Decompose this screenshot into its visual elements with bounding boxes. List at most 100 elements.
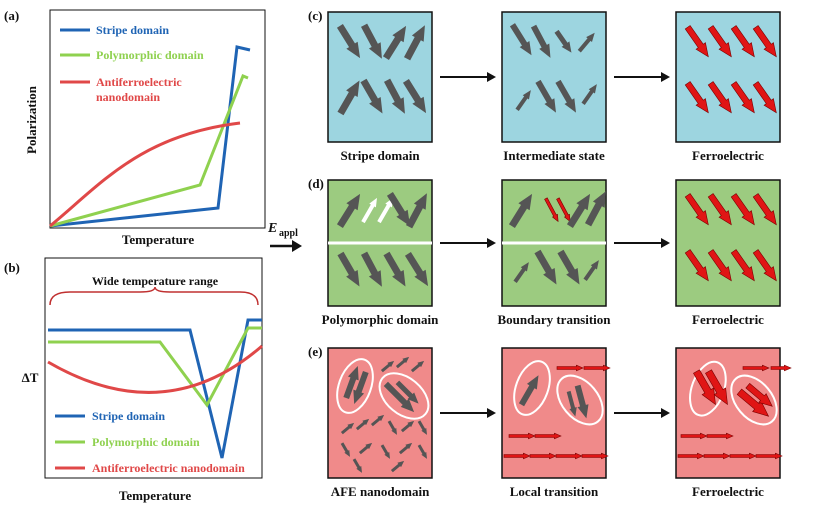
state-label: Local transition: [510, 484, 599, 499]
domain-arrow: [752, 25, 777, 58]
arrow-group: [336, 356, 430, 473]
domain-arrow: [730, 81, 755, 114]
domain-arrow: [684, 81, 709, 114]
legend-entry: Stripe domain: [92, 409, 165, 423]
domain-arrow: [503, 452, 531, 460]
field-subscript: appl: [279, 228, 298, 239]
domain-arrow: [513, 262, 529, 283]
cluster-ring: [730, 374, 778, 426]
domain-arrow: [395, 356, 410, 369]
domain-arrow: [395, 380, 419, 404]
domain-arrow: [684, 25, 709, 58]
transition-arrow-head: [661, 408, 670, 418]
arrow-group: [677, 360, 792, 460]
domain-arrow: [584, 191, 606, 227]
arrow-group: [503, 360, 611, 460]
arrow-group: [502, 191, 606, 285]
domain-arrow: [556, 197, 571, 223]
domain-arrow: [677, 452, 705, 460]
domain-arrow: [730, 249, 755, 282]
curve: [47, 344, 263, 394]
domain-arrow: [684, 249, 709, 282]
brace: [49, 286, 259, 306]
domain-arrow: [707, 25, 732, 58]
panel-label: (d): [308, 176, 324, 191]
domain-arrow: [535, 79, 556, 113]
domain-arrow: [404, 252, 429, 287]
domain-arrow: [693, 369, 716, 406]
domain-arrow: [736, 388, 770, 417]
field-arrow-head: [292, 240, 302, 252]
domain-arrow: [360, 23, 382, 59]
domain-arrow: [417, 420, 427, 435]
domain-arrow: [386, 192, 411, 227]
cluster-ring: [378, 372, 430, 420]
state-label: Ferroelectric: [692, 484, 764, 499]
curve: [49, 45, 251, 228]
domain-arrow: [534, 249, 557, 285]
domain-arrow: [706, 432, 734, 440]
domain-arrow: [581, 452, 609, 460]
domain-arrow: [398, 442, 413, 455]
domain-arrow: [361, 197, 377, 224]
domain-arrow: [529, 452, 557, 460]
domain-arrow: [730, 193, 755, 226]
domain-arrow: [566, 193, 591, 228]
domain-arrow: [703, 452, 731, 460]
panel-label: (e): [308, 344, 322, 359]
domain-arrow: [383, 78, 405, 114]
domain-arrow: [583, 364, 611, 372]
domain-arrow: [337, 251, 360, 287]
domain-arrow: [383, 251, 406, 287]
domain-arrow: [581, 84, 597, 105]
annotation: Wide temperature range: [92, 274, 219, 288]
domain-arrow: [705, 369, 728, 406]
domain-arrow: [380, 444, 390, 459]
domain-arrow: [742, 364, 770, 372]
arrow-group: [509, 23, 597, 113]
domain-arrow: [556, 364, 584, 372]
domain-arrow: [387, 420, 397, 435]
domain-arrow: [410, 360, 425, 373]
axis-label: ΔT: [22, 370, 39, 385]
domain-arrow: [555, 79, 576, 113]
state-label: Boundary transition: [497, 312, 611, 327]
domain-arrow: [534, 432, 562, 440]
domain-arrow: [745, 382, 773, 407]
domain-arrow: [730, 25, 755, 58]
domain-arrow: [382, 25, 407, 60]
domain-arrow: [755, 452, 783, 460]
domain-arrow: [555, 452, 583, 460]
domain-arrow: [353, 370, 369, 404]
domain-arrow: [574, 384, 589, 419]
panel-label: (b): [4, 260, 20, 275]
domain-arrow: [554, 29, 572, 53]
state-label: Ferroelectric: [692, 312, 764, 327]
curve: [49, 74, 249, 228]
axis-label: Temperature: [122, 232, 194, 247]
domain-arrow: [403, 25, 425, 61]
curve: [48, 318, 262, 459]
domain-arrow: [402, 79, 427, 114]
domain-arrow: [417, 444, 427, 459]
transition-arrow-head: [487, 408, 496, 418]
arrow-group: [684, 25, 777, 114]
domain-arrow: [752, 193, 777, 226]
domain-arrow: [340, 422, 355, 435]
legend-entry: Polymorphic domain: [92, 435, 200, 449]
field-symbol: E: [267, 221, 277, 236]
domain-arrow: [508, 193, 533, 228]
domain-arrow: [352, 458, 362, 473]
domain-arrow: [336, 24, 361, 59]
domain-arrow: [370, 414, 385, 427]
cluster-ring: [336, 358, 374, 414]
domain-arrow: [360, 78, 383, 114]
plot-frame: [49, 9, 266, 229]
transition-arrow-head: [661, 72, 670, 82]
domain-arrow: [400, 420, 415, 433]
domain-arrow: [383, 381, 415, 413]
legend-entry: Stripe domain: [96, 23, 169, 37]
domain-arrow: [707, 81, 732, 114]
domain-arrow: [405, 193, 427, 229]
state-label: Polymorphic domain: [322, 312, 439, 327]
